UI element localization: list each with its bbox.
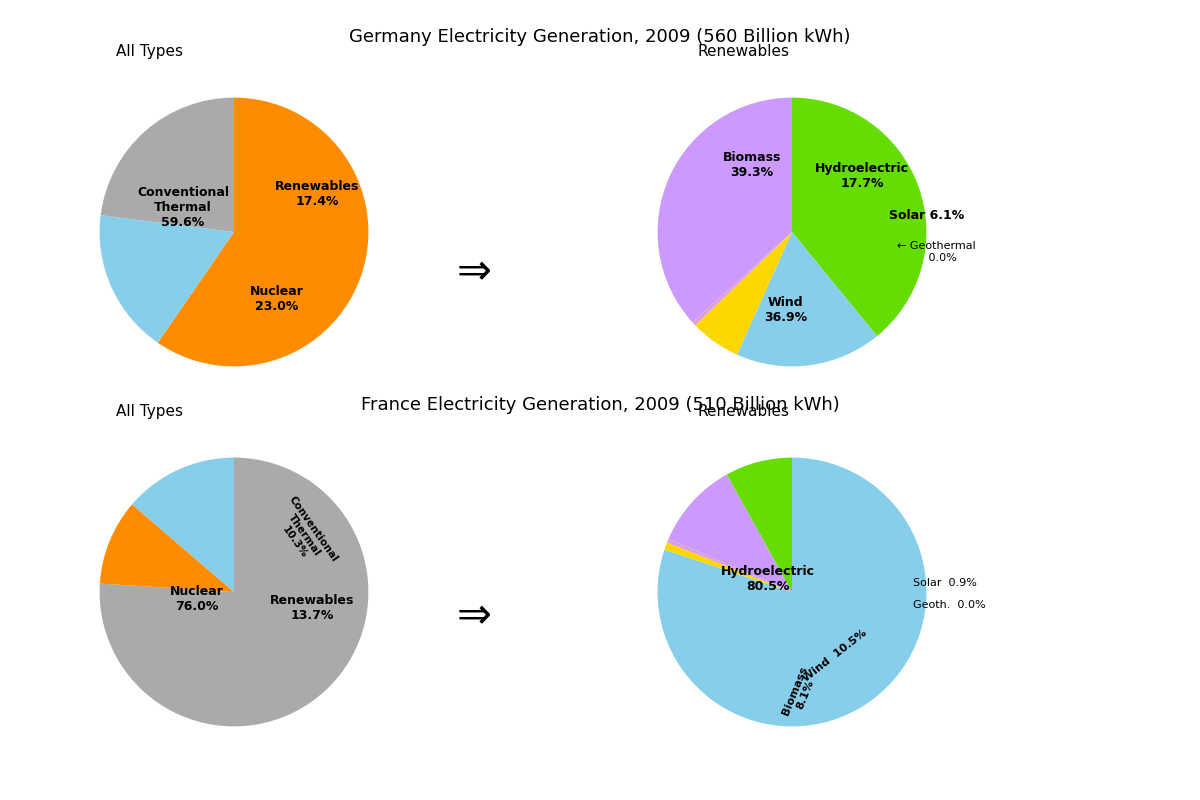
Wedge shape bbox=[737, 232, 877, 366]
Text: ⇒: ⇒ bbox=[456, 251, 492, 293]
Text: Biomass
39.3%: Biomass 39.3% bbox=[722, 150, 781, 178]
Wedge shape bbox=[695, 232, 792, 354]
Wedge shape bbox=[727, 458, 792, 592]
Text: All Types: All Types bbox=[116, 404, 184, 418]
Text: Renewables: Renewables bbox=[698, 404, 790, 418]
Text: Wind
36.9%: Wind 36.9% bbox=[763, 296, 806, 324]
Text: France Electricity Generation, 2009 (510 Billion kWh): France Electricity Generation, 2009 (510… bbox=[361, 396, 839, 414]
Text: Wind  10.5%: Wind 10.5% bbox=[802, 627, 869, 683]
Text: Solar  0.9%: Solar 0.9% bbox=[913, 578, 977, 587]
Text: Conventional
Thermal
59.6%: Conventional Thermal 59.6% bbox=[137, 186, 229, 230]
Text: Germany Electricity Generation, 2009 (560 Billion kWh): Germany Electricity Generation, 2009 (56… bbox=[349, 28, 851, 46]
Wedge shape bbox=[668, 474, 792, 592]
Text: Hydroelectric
17.7%: Hydroelectric 17.7% bbox=[815, 162, 908, 190]
Wedge shape bbox=[100, 458, 368, 726]
Text: ← Geothermal
         0.0%: ← Geothermal 0.0% bbox=[896, 242, 976, 263]
Text: Hydroelectric
80.5%: Hydroelectric 80.5% bbox=[721, 565, 815, 593]
Wedge shape bbox=[100, 504, 234, 592]
Text: All Types: All Types bbox=[116, 44, 184, 58]
Wedge shape bbox=[101, 98, 234, 232]
Text: Nuclear
76.0%: Nuclear 76.0% bbox=[169, 585, 223, 613]
Text: Solar 6.1%: Solar 6.1% bbox=[889, 210, 964, 222]
Text: Nuclear
23.0%: Nuclear 23.0% bbox=[250, 286, 304, 313]
Text: Renewables: Renewables bbox=[698, 44, 790, 58]
Wedge shape bbox=[667, 538, 792, 592]
Text: Biomass
8.1%: Biomass 8.1% bbox=[780, 665, 820, 721]
Wedge shape bbox=[157, 98, 368, 366]
Wedge shape bbox=[100, 215, 234, 342]
Text: Renewables
13.7%: Renewables 13.7% bbox=[270, 594, 354, 622]
Wedge shape bbox=[658, 458, 926, 726]
Text: ⇒: ⇒ bbox=[456, 595, 492, 637]
Text: Conventional
Thermal
10.3%: Conventional Thermal 10.3% bbox=[268, 494, 340, 577]
Wedge shape bbox=[692, 232, 792, 326]
Wedge shape bbox=[132, 458, 234, 592]
Wedge shape bbox=[665, 542, 792, 592]
Wedge shape bbox=[792, 98, 926, 336]
Wedge shape bbox=[658, 98, 792, 322]
Text: Renewables
17.4%: Renewables 17.4% bbox=[275, 180, 360, 208]
Text: Geoth.  0.0%: Geoth. 0.0% bbox=[913, 601, 985, 610]
